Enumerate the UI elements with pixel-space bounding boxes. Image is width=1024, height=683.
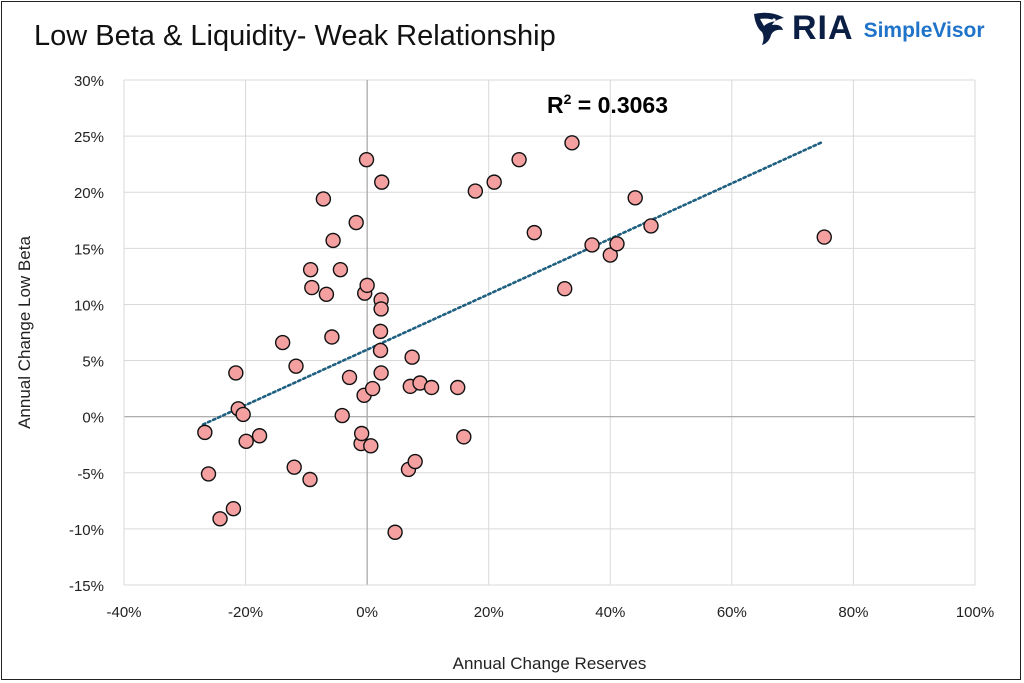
data-point	[456, 429, 472, 445]
data-point	[334, 407, 350, 424]
data-point	[407, 453, 423, 470]
data-point	[486, 174, 502, 190]
eagle-icon	[754, 12, 784, 45]
y-axis-title: Annual Change Low Beta	[15, 236, 34, 429]
data-point	[467, 183, 484, 199]
axis-labels: -15% -10% -5% 0% 5% 10% 15% 20% 25% 30% -40% -20% 0%…	[15, 73, 994, 673]
data-point	[404, 349, 420, 365]
y-tick-label: 10%	[74, 297, 104, 314]
data-point	[302, 471, 318, 488]
trendline	[201, 140, 825, 426]
data-point	[387, 524, 403, 540]
data-point	[358, 151, 375, 168]
data-point	[816, 229, 832, 245]
data-point	[374, 174, 390, 190]
y-tick-label: 0%	[82, 410, 104, 427]
data-point	[556, 281, 573, 297]
data-point	[363, 438, 379, 454]
data-point	[304, 279, 320, 296]
axes	[123, 80, 975, 586]
data-point	[584, 237, 600, 253]
data-point	[251, 428, 268, 444]
data-point	[341, 369, 358, 386]
data-point	[564, 135, 580, 151]
data-point	[359, 277, 375, 294]
chart-title: Low Beta & Liquidity- Weak Relationship	[34, 20, 556, 52]
y-tick-label: -5%	[77, 466, 104, 483]
data-point	[332, 261, 349, 278]
x-tick-label: 20%	[474, 604, 504, 621]
data-point	[373, 365, 389, 381]
data-point	[373, 301, 389, 317]
data-point	[627, 190, 643, 206]
data-point	[325, 232, 341, 249]
y-tick-label: -10%	[69, 522, 104, 539]
data-point	[643, 218, 659, 234]
x-tick-label: 100%	[956, 604, 994, 621]
data-point	[235, 406, 251, 423]
y-tick-label: 20%	[74, 185, 104, 202]
data-point	[315, 191, 332, 207]
data-point	[526, 224, 543, 241]
data-point	[212, 511, 228, 527]
logo-ria-text: RIA	[792, 8, 854, 47]
data-point	[286, 459, 302, 475]
x-tick-label: 80%	[838, 604, 868, 621]
data-point	[225, 500, 242, 517]
data-point	[372, 323, 389, 340]
data-point	[274, 334, 291, 351]
data-point	[450, 379, 466, 396]
data-point	[609, 236, 625, 252]
data-point	[318, 286, 335, 303]
data-point	[364, 380, 381, 397]
data-point	[348, 214, 364, 231]
data-point	[200, 466, 217, 482]
r-squared-annotation: R2 = 0.3063	[547, 91, 668, 118]
data-point	[288, 358, 304, 374]
data-point	[197, 424, 213, 441]
y-tick-label: 15%	[74, 241, 104, 258]
data-points	[197, 135, 832, 540]
data-point	[511, 151, 527, 168]
y-tick-label: 5%	[82, 354, 104, 371]
data-point	[353, 425, 370, 442]
gridlines	[123, 79, 976, 586]
data-point	[423, 379, 440, 396]
ria-simplevisor-logo: RIA SimpleVisor	[752, 8, 985, 48]
y-tick-label: -15%	[69, 578, 104, 595]
y-tick-label: 30%	[74, 73, 104, 90]
x-tick-label: 0%	[356, 604, 378, 621]
data-point	[324, 329, 340, 345]
data-point	[602, 247, 618, 263]
x-axis-title: Annual Change Reserves	[453, 654, 647, 673]
trendline-group	[201, 140, 825, 426]
data-point	[302, 261, 319, 278]
data-point	[228, 365, 244, 381]
y-tick-label: 25%	[74, 129, 104, 146]
data-point	[238, 433, 254, 450]
x-tick-label: 40%	[595, 604, 625, 621]
logo-simplevisor-text: SimpleVisor	[863, 19, 985, 42]
x-tick-label: 60%	[717, 604, 747, 621]
x-tick-label: -20%	[228, 604, 263, 621]
data-point	[372, 342, 389, 359]
x-tick-label: -40%	[106, 604, 141, 621]
